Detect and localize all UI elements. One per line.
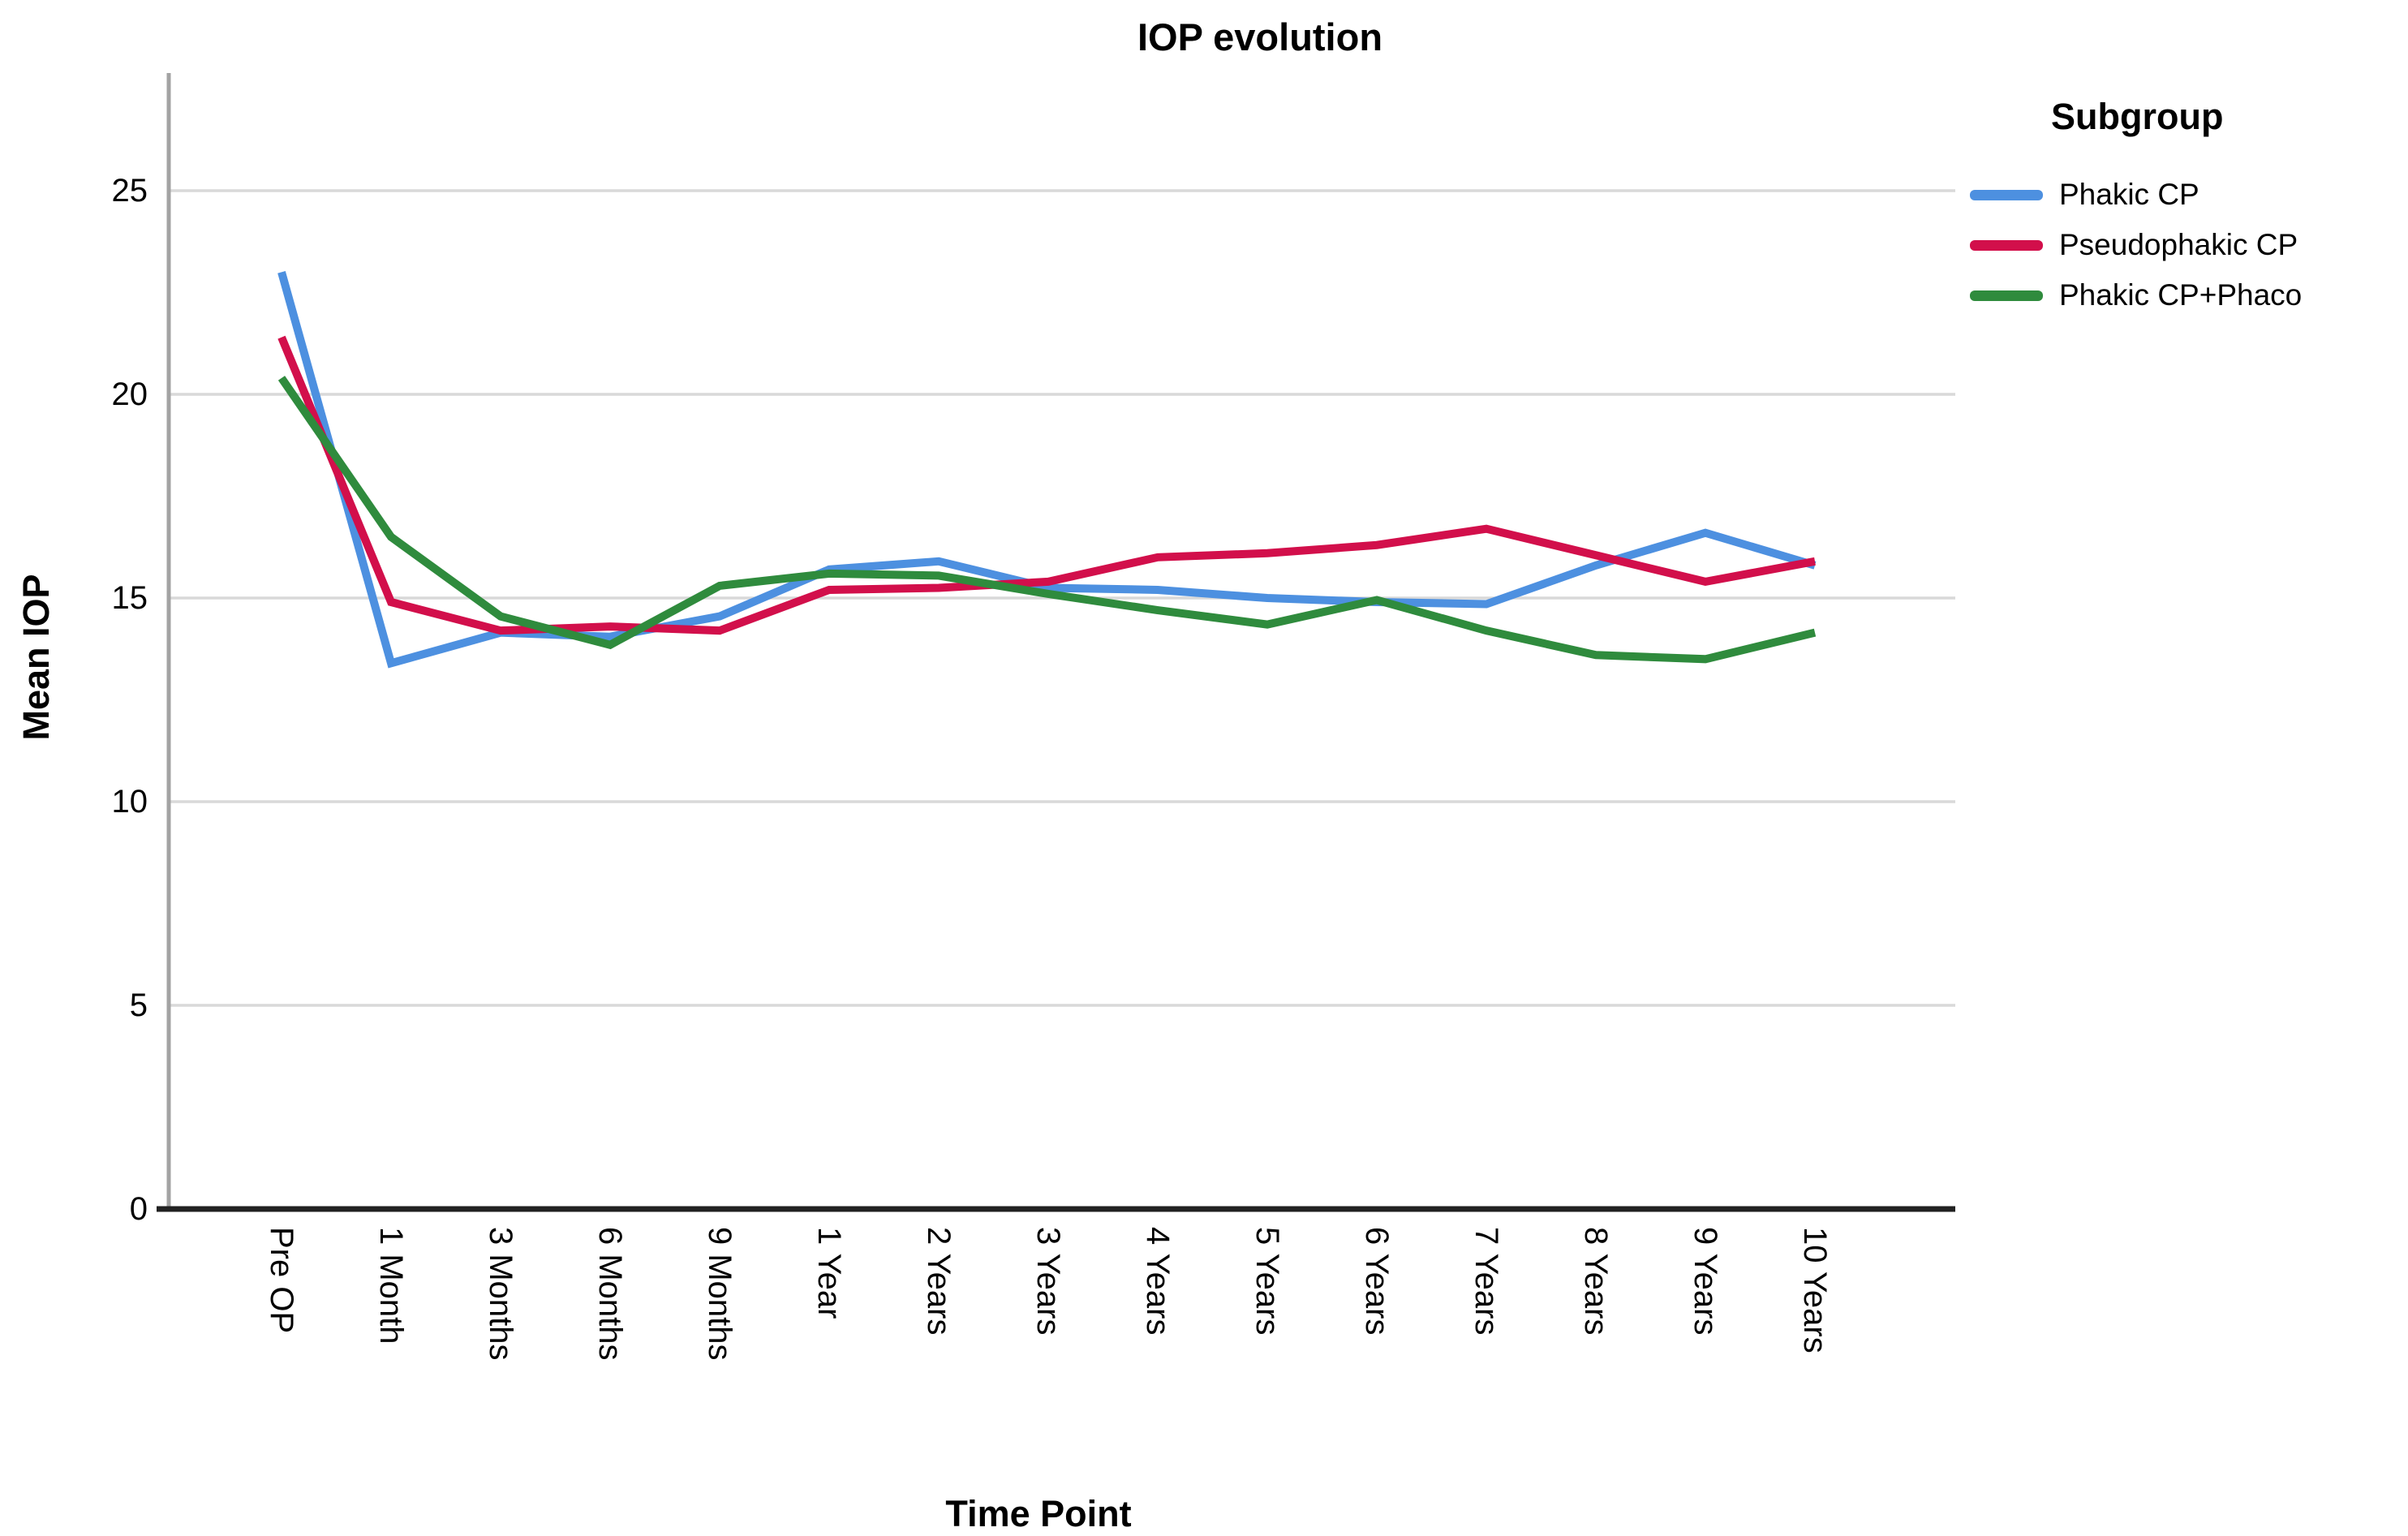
y-axis-tick-label: 0 xyxy=(129,1191,148,1227)
x-axis-tick-label: 6 Months xyxy=(592,1227,628,1361)
x-axis-tick-label: 3 Months xyxy=(483,1227,518,1361)
legend-label: Pseudophakic CP xyxy=(2059,228,2298,261)
legend-item-phakic-cp: Phakic CP xyxy=(1970,177,2199,213)
x-axis-tick-label: 5 Years xyxy=(1249,1227,1285,1336)
x-axis-tick-label: 3 Years xyxy=(1030,1227,1066,1336)
legend-label: Phakic CP+Phaco xyxy=(2059,278,2303,312)
x-axis-tick-label: 7 Years xyxy=(1468,1227,1504,1336)
x-axis-tick-label: Pre OP xyxy=(264,1227,299,1334)
x-axis-tick-label: 8 Years xyxy=(1578,1227,1614,1336)
series-line-phakic-cp-phaco xyxy=(277,376,1817,664)
x-axis-tick-label: 9 Years xyxy=(1688,1227,1723,1336)
legend-label: Phakic CP xyxy=(2059,178,2199,211)
legend-item-pseudophakic-cp: Pseudophakic CP xyxy=(1970,227,2298,263)
x-axis-tick-label: 1 Month xyxy=(373,1227,409,1345)
y-axis-tick-label: 25 xyxy=(111,173,148,209)
x-axis-tick-label: 10 Years xyxy=(1797,1227,1833,1353)
legend-item-phakic-cp-phaco: Phakic CP+Phaco xyxy=(1970,278,2302,313)
x-axis-tick-label: 1 Year xyxy=(811,1227,847,1319)
x-axis-tick-label: 4 Years xyxy=(1140,1227,1176,1336)
legend-swatch-icon xyxy=(1970,290,2043,301)
y-axis-tick-label: 15 xyxy=(111,580,148,616)
y-axis-tick-label: 20 xyxy=(111,376,148,412)
x-axis-tick-label: 9 Months xyxy=(702,1227,737,1361)
x-axis-tick-label: 2 Years xyxy=(921,1227,957,1336)
legend-title: Subgroup xyxy=(2051,96,2224,137)
x-axis-tick-label: 6 Years xyxy=(1359,1227,1395,1336)
chart-title: IOP evolution xyxy=(1137,15,1383,58)
legend-swatch-icon xyxy=(1970,239,2043,251)
x-axis-title: Time Point xyxy=(945,1493,1132,1534)
series-line-phakic-cp xyxy=(277,271,1817,669)
y-axis-tick-label: 10 xyxy=(111,784,148,820)
y-axis-tick-label: 5 xyxy=(129,987,148,1023)
legend-swatch-icon xyxy=(1970,189,2043,200)
